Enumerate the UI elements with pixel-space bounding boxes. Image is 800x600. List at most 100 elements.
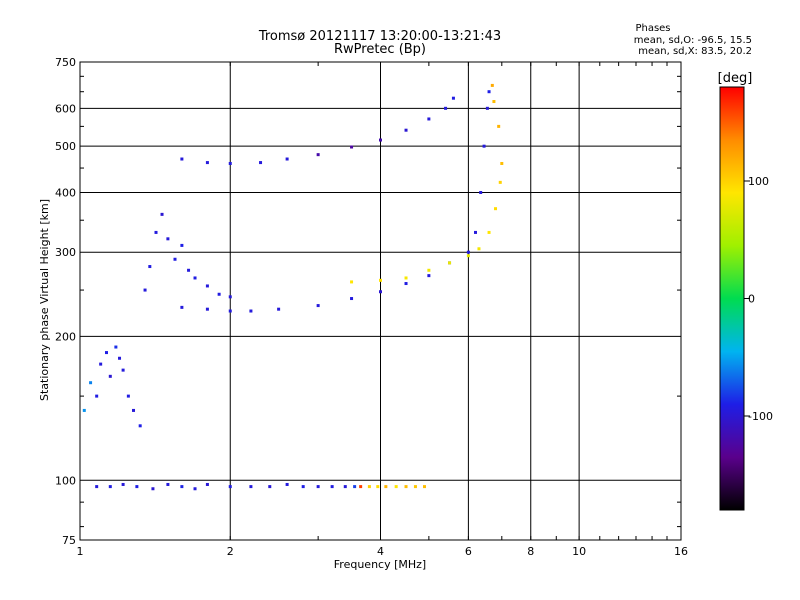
echo-point (180, 305, 184, 309)
colorbar-bar (719, 86, 745, 511)
echo-point (350, 297, 354, 301)
echo-point (350, 145, 354, 149)
echo-point (160, 212, 164, 216)
echo-point (126, 394, 130, 398)
y-tick-label: 75 (62, 534, 76, 547)
echo-point (138, 424, 142, 428)
echo-point (498, 180, 502, 184)
echo-point (89, 381, 93, 385)
echo-point (95, 485, 99, 489)
echo-point (151, 487, 155, 491)
echo-point (180, 485, 184, 489)
echo-point (497, 124, 501, 128)
echo-point (466, 250, 470, 254)
echo-point (427, 268, 431, 272)
echo-point (413, 485, 417, 489)
echo-point (490, 83, 494, 87)
colorbar: [deg] 100 0 -100 (718, 71, 773, 511)
echo-point (479, 190, 483, 194)
echo-point (154, 230, 158, 234)
echo-point (422, 485, 426, 489)
echo-point (487, 90, 491, 94)
echo-point (228, 161, 232, 165)
y-tick-label: 300 (55, 246, 76, 259)
echo-point (379, 138, 382, 142)
echo-point (384, 485, 388, 489)
x-tick-label: 6 (465, 545, 472, 558)
scatter-points (82, 83, 504, 491)
chart-subtitle: RwPretec (Bp) (334, 42, 426, 57)
x-tick-label: 8 (527, 545, 534, 558)
echo-point (187, 268, 191, 272)
echo-point (95, 394, 99, 398)
y-tick-label: 100 (55, 474, 76, 487)
echo-point (118, 356, 122, 360)
echo-point (135, 485, 139, 489)
grid-lines (80, 62, 681, 540)
echo-point (492, 100, 496, 104)
echo-point (285, 157, 289, 161)
echo-point (108, 374, 112, 378)
echo-point (249, 485, 253, 489)
echo-point (444, 106, 448, 110)
echo-point (404, 276, 408, 280)
echo-point (132, 408, 136, 412)
echo-point (487, 230, 491, 234)
echo-point (180, 243, 184, 247)
echo-point (104, 351, 108, 355)
echo-point (301, 485, 305, 489)
echo-point (394, 485, 398, 489)
echo-point (367, 485, 371, 489)
echo-point (121, 368, 125, 372)
y-axis-label: Stationary phase Virtual Height [km] (38, 199, 51, 401)
echo-point (466, 254, 470, 258)
echo-point (268, 485, 272, 489)
echo-point (205, 307, 209, 311)
echo-point (166, 482, 170, 486)
x-tick-label: 16 (674, 545, 688, 558)
x-tick-label: 2 (227, 545, 234, 558)
echo-point (316, 485, 320, 489)
echo-point (99, 362, 103, 366)
echo-point (205, 482, 209, 486)
echo-point (353, 485, 357, 489)
x-tick-label: 4 (377, 545, 384, 558)
echo-point (166, 237, 170, 241)
echo-point (343, 485, 347, 489)
y-tick-label: 200 (55, 330, 76, 343)
echo-point (376, 485, 380, 489)
echo-point (350, 280, 354, 284)
echo-point (379, 278, 382, 282)
echo-point (427, 274, 431, 278)
colorbar-label: [deg] (718, 71, 753, 86)
echo-point (228, 485, 232, 489)
echo-point (482, 144, 486, 148)
echo-point (316, 153, 320, 157)
echo-point (249, 309, 253, 313)
echo-point (173, 257, 177, 261)
echo-point (285, 482, 289, 486)
colorbar-ticks: 100 0 -100 (744, 175, 773, 423)
echo-point (193, 487, 197, 491)
echo-point (379, 290, 382, 294)
y-tick-label: 750 (55, 56, 76, 69)
echo-point (448, 261, 452, 265)
echo-point (259, 161, 263, 165)
colorbar-tick-label: -100 (748, 410, 773, 423)
phases-title: Phases (635, 23, 670, 34)
echo-point (427, 117, 431, 121)
echo-point (82, 408, 86, 412)
x-tick-label: 10 (572, 545, 586, 558)
phases-x-stats: mean, sd,X: 83.5, 20.2 (638, 46, 752, 57)
echo-point (485, 106, 489, 110)
echo-point (404, 128, 408, 132)
echo-point (451, 96, 455, 100)
echo-point (114, 345, 118, 349)
echo-point (205, 161, 209, 165)
echo-point (180, 157, 184, 161)
x-tick-label: 1 (77, 545, 84, 558)
plot-area: 1 2 4 6 8 10 16 75 100 200 300 400 500 600 750 (55, 56, 688, 558)
echo-point (477, 247, 481, 251)
x-axis-label: Frequency [MHz] (334, 558, 426, 571)
echo-point (217, 292, 221, 296)
